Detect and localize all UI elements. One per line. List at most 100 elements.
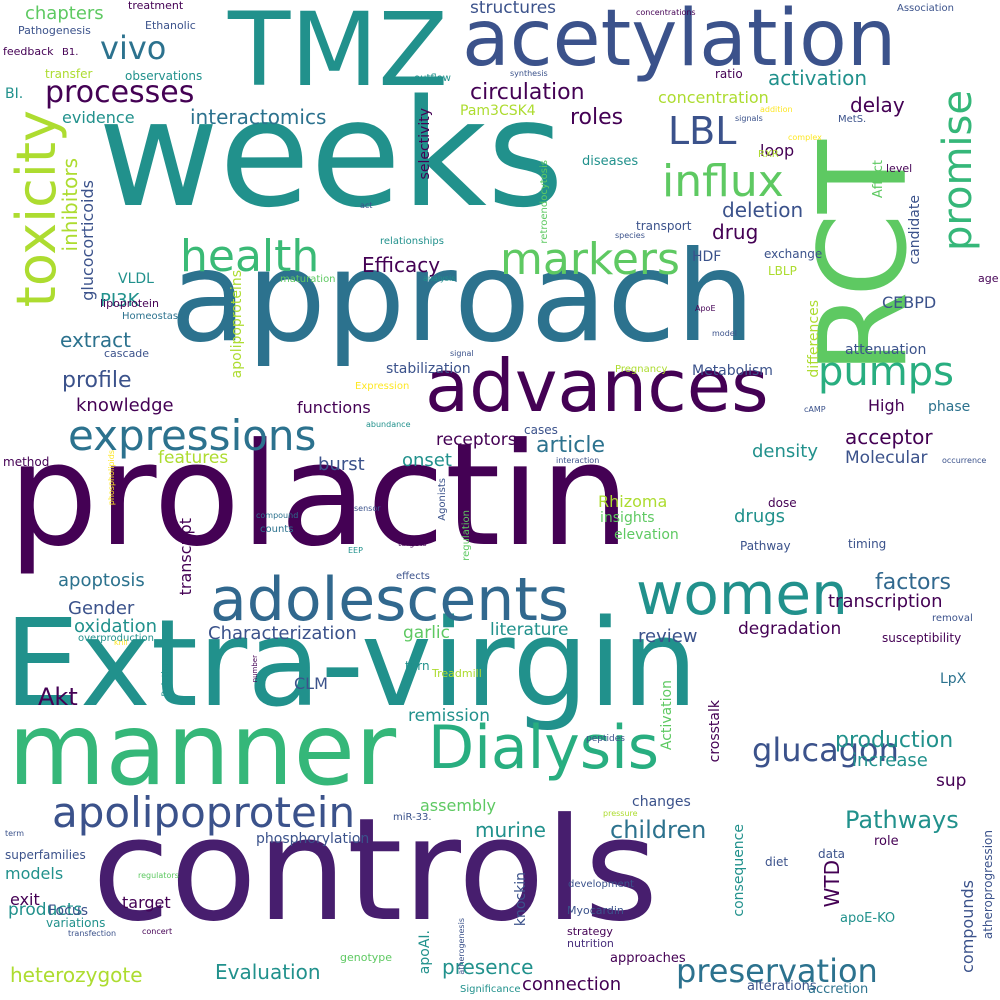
word-atheroprogression: atheroprogression (981, 830, 995, 940)
word-cebpd: CEBPD (882, 293, 937, 312)
word-variations: variations (46, 916, 106, 930)
word-processes: processes (45, 75, 195, 110)
word-apolipoproteins: apolipoproteins (229, 270, 245, 379)
word-loop: loop (760, 141, 795, 160)
word-transcription: transcription (828, 591, 943, 612)
word-changes: changes (632, 794, 691, 810)
word-glucocorticoids: glucocorticoids (78, 180, 97, 301)
word-counts: counts (260, 524, 294, 535)
word-advances: advances (425, 344, 769, 428)
word-transfer: transfer (45, 67, 93, 81)
word-onset: onset (402, 450, 452, 471)
word-phospholipids: phospholipids (107, 450, 116, 506)
word-mets: MetS. (838, 114, 867, 125)
word-species: species (615, 231, 645, 240)
word-addition: addition (760, 105, 793, 114)
word-number: number (251, 655, 259, 683)
word-genotype: genotype (340, 951, 393, 964)
word-toxicity: toxicity (5, 110, 68, 308)
word-krill: Krill (114, 639, 128, 647)
word-attenuation: attenuation (845, 342, 927, 358)
word-maturation: maturation (280, 274, 336, 285)
word-wtd: WTD (820, 860, 844, 908)
word-presence: presence (442, 955, 534, 979)
word-phase: phase (928, 399, 971, 415)
word-strategy: strategy (567, 925, 613, 938)
word-exit: exit (10, 890, 40, 909)
word-development: development (568, 879, 634, 890)
word-compounds: compounds (958, 880, 977, 973)
word-regulation: regulation (461, 510, 472, 561)
word-vldl: VLDL (118, 271, 154, 287)
word-drugs: drugs (734, 506, 786, 527)
word-insights: insights (600, 510, 655, 526)
word-consequence: consequence (731, 824, 747, 917)
word-cascade: cascade (104, 347, 150, 360)
word-data: data (818, 847, 846, 861)
word-extract: extract (60, 328, 131, 352)
word-turn: turn (405, 659, 430, 673)
word-removal: removal (932, 613, 973, 624)
word-dose: dose (768, 496, 797, 510)
word-adolescents: adolescents (210, 565, 570, 635)
word-knowledge: knowledge (76, 395, 174, 416)
word-structures: structures (470, 0, 557, 18)
word-accretion: accretion (808, 982, 869, 997)
word-review: review (638, 626, 698, 647)
word-feedback: feedback (3, 45, 54, 58)
word-lipoprotein: lipoprotein (100, 297, 159, 310)
word-crosstalk: crosstalk (707, 700, 723, 763)
word-pathogenesis: Pathogenesis (18, 24, 91, 37)
word-pathway: Pathway (740, 539, 791, 553)
word-remission: remission (408, 706, 490, 726)
word-stabilization: stabilization (386, 361, 471, 377)
word-circulation: circulation (470, 80, 585, 105)
word-apoai: apoAI. (417, 930, 433, 975)
word-high: High (868, 396, 905, 415)
word-cases: cases (524, 423, 558, 437)
word-rhizoma: Rhizoma (598, 492, 668, 511)
word-myocardin: Myocardin (567, 904, 624, 917)
word-assembly: assembly (420, 796, 496, 815)
word-profile: profile (62, 368, 132, 393)
word-pressure: pressure (603, 809, 638, 818)
word-vivo: vivo (100, 29, 167, 67)
word-garlic: garlic (403, 623, 450, 643)
word-model: model (712, 329, 737, 338)
word-promise: promise (935, 90, 981, 251)
word-target: target (122, 893, 171, 912)
word-women: women (636, 560, 848, 628)
word-exchange: exchange (764, 247, 823, 261)
word-level: level (886, 162, 913, 175)
word-abundance: abundance (366, 420, 411, 429)
word-evidence: evidence (62, 108, 135, 127)
word-lpx: LpX (940, 671, 967, 687)
word-prolactin: prolactin (8, 413, 630, 578)
word-retroendocytosis: retroendocytosis (539, 160, 550, 244)
word-method: method (3, 455, 50, 469)
word-sup: sup (936, 771, 967, 791)
word-analysis: analysis (423, 274, 456, 283)
word-agonists: Agonists (437, 478, 448, 521)
word-ethanolic: Ethanolic (145, 19, 196, 32)
word-outflow: outflow (414, 73, 451, 84)
word-candidate: candidate (907, 195, 923, 265)
word-hdf: HDF (692, 249, 722, 265)
word-interactomics: interactomics (190, 105, 327, 129)
word-manner: manner (8, 691, 397, 808)
word-dialysis: Dialysis (428, 713, 660, 783)
word-elevation: elevation (614, 527, 679, 543)
word-pumps: pumps (818, 349, 954, 395)
word-b1: B1. (62, 47, 79, 58)
word-association: Association (897, 3, 954, 14)
word-age: age (978, 272, 999, 285)
word-focus: Focus (48, 903, 88, 919)
word-observations: observations (125, 69, 203, 83)
word-concert: concert (142, 927, 173, 936)
word-concentration: concentration (658, 88, 769, 107)
word-role: role (874, 834, 899, 849)
word-expressions: expressions (68, 411, 317, 460)
word-complex: complex (788, 133, 822, 142)
word-burst: burst (318, 454, 365, 475)
word-approach: approach (170, 225, 755, 370)
